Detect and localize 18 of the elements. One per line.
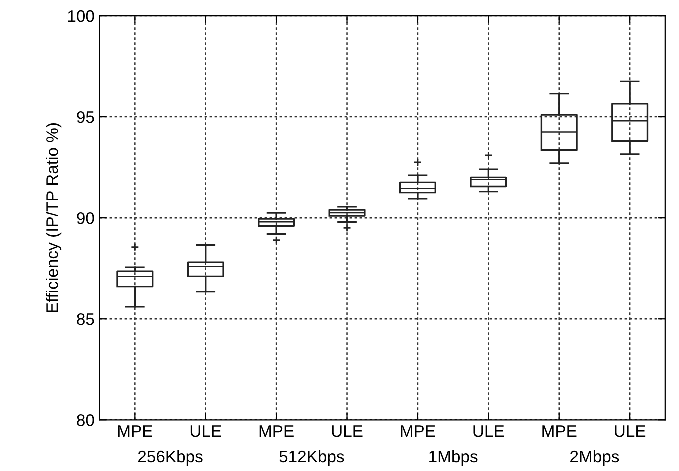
y-axis-title: Efficiency (IP/TP Ratio %): [46, 124, 62, 312]
y-tick-label: 80: [77, 414, 94, 426]
x-tick-label: MPE: [542, 426, 577, 438]
y-tick-label: 95: [77, 111, 94, 124]
text: 1Mbps: [430, 450, 478, 466]
x-tick-label: ULE: [474, 426, 504, 438]
y-tick-label: 100: [68, 10, 94, 22]
y-tick-label: 85: [77, 314, 94, 326]
text: 2Mbps: [570, 450, 620, 466]
y-tick-label: 90: [77, 212, 94, 224]
x-tick-label: ULE: [332, 426, 363, 438]
text: 512Kbps: [280, 450, 344, 466]
x-tick-label: MPE: [118, 426, 153, 438]
x-tick-label: MPE: [401, 426, 436, 438]
x-tick-label: ULE: [190, 426, 222, 438]
text: 256Kbps: [138, 450, 203, 466]
x-tick-label: MPE: [260, 426, 294, 438]
x-tick-label: ULE: [615, 426, 646, 438]
